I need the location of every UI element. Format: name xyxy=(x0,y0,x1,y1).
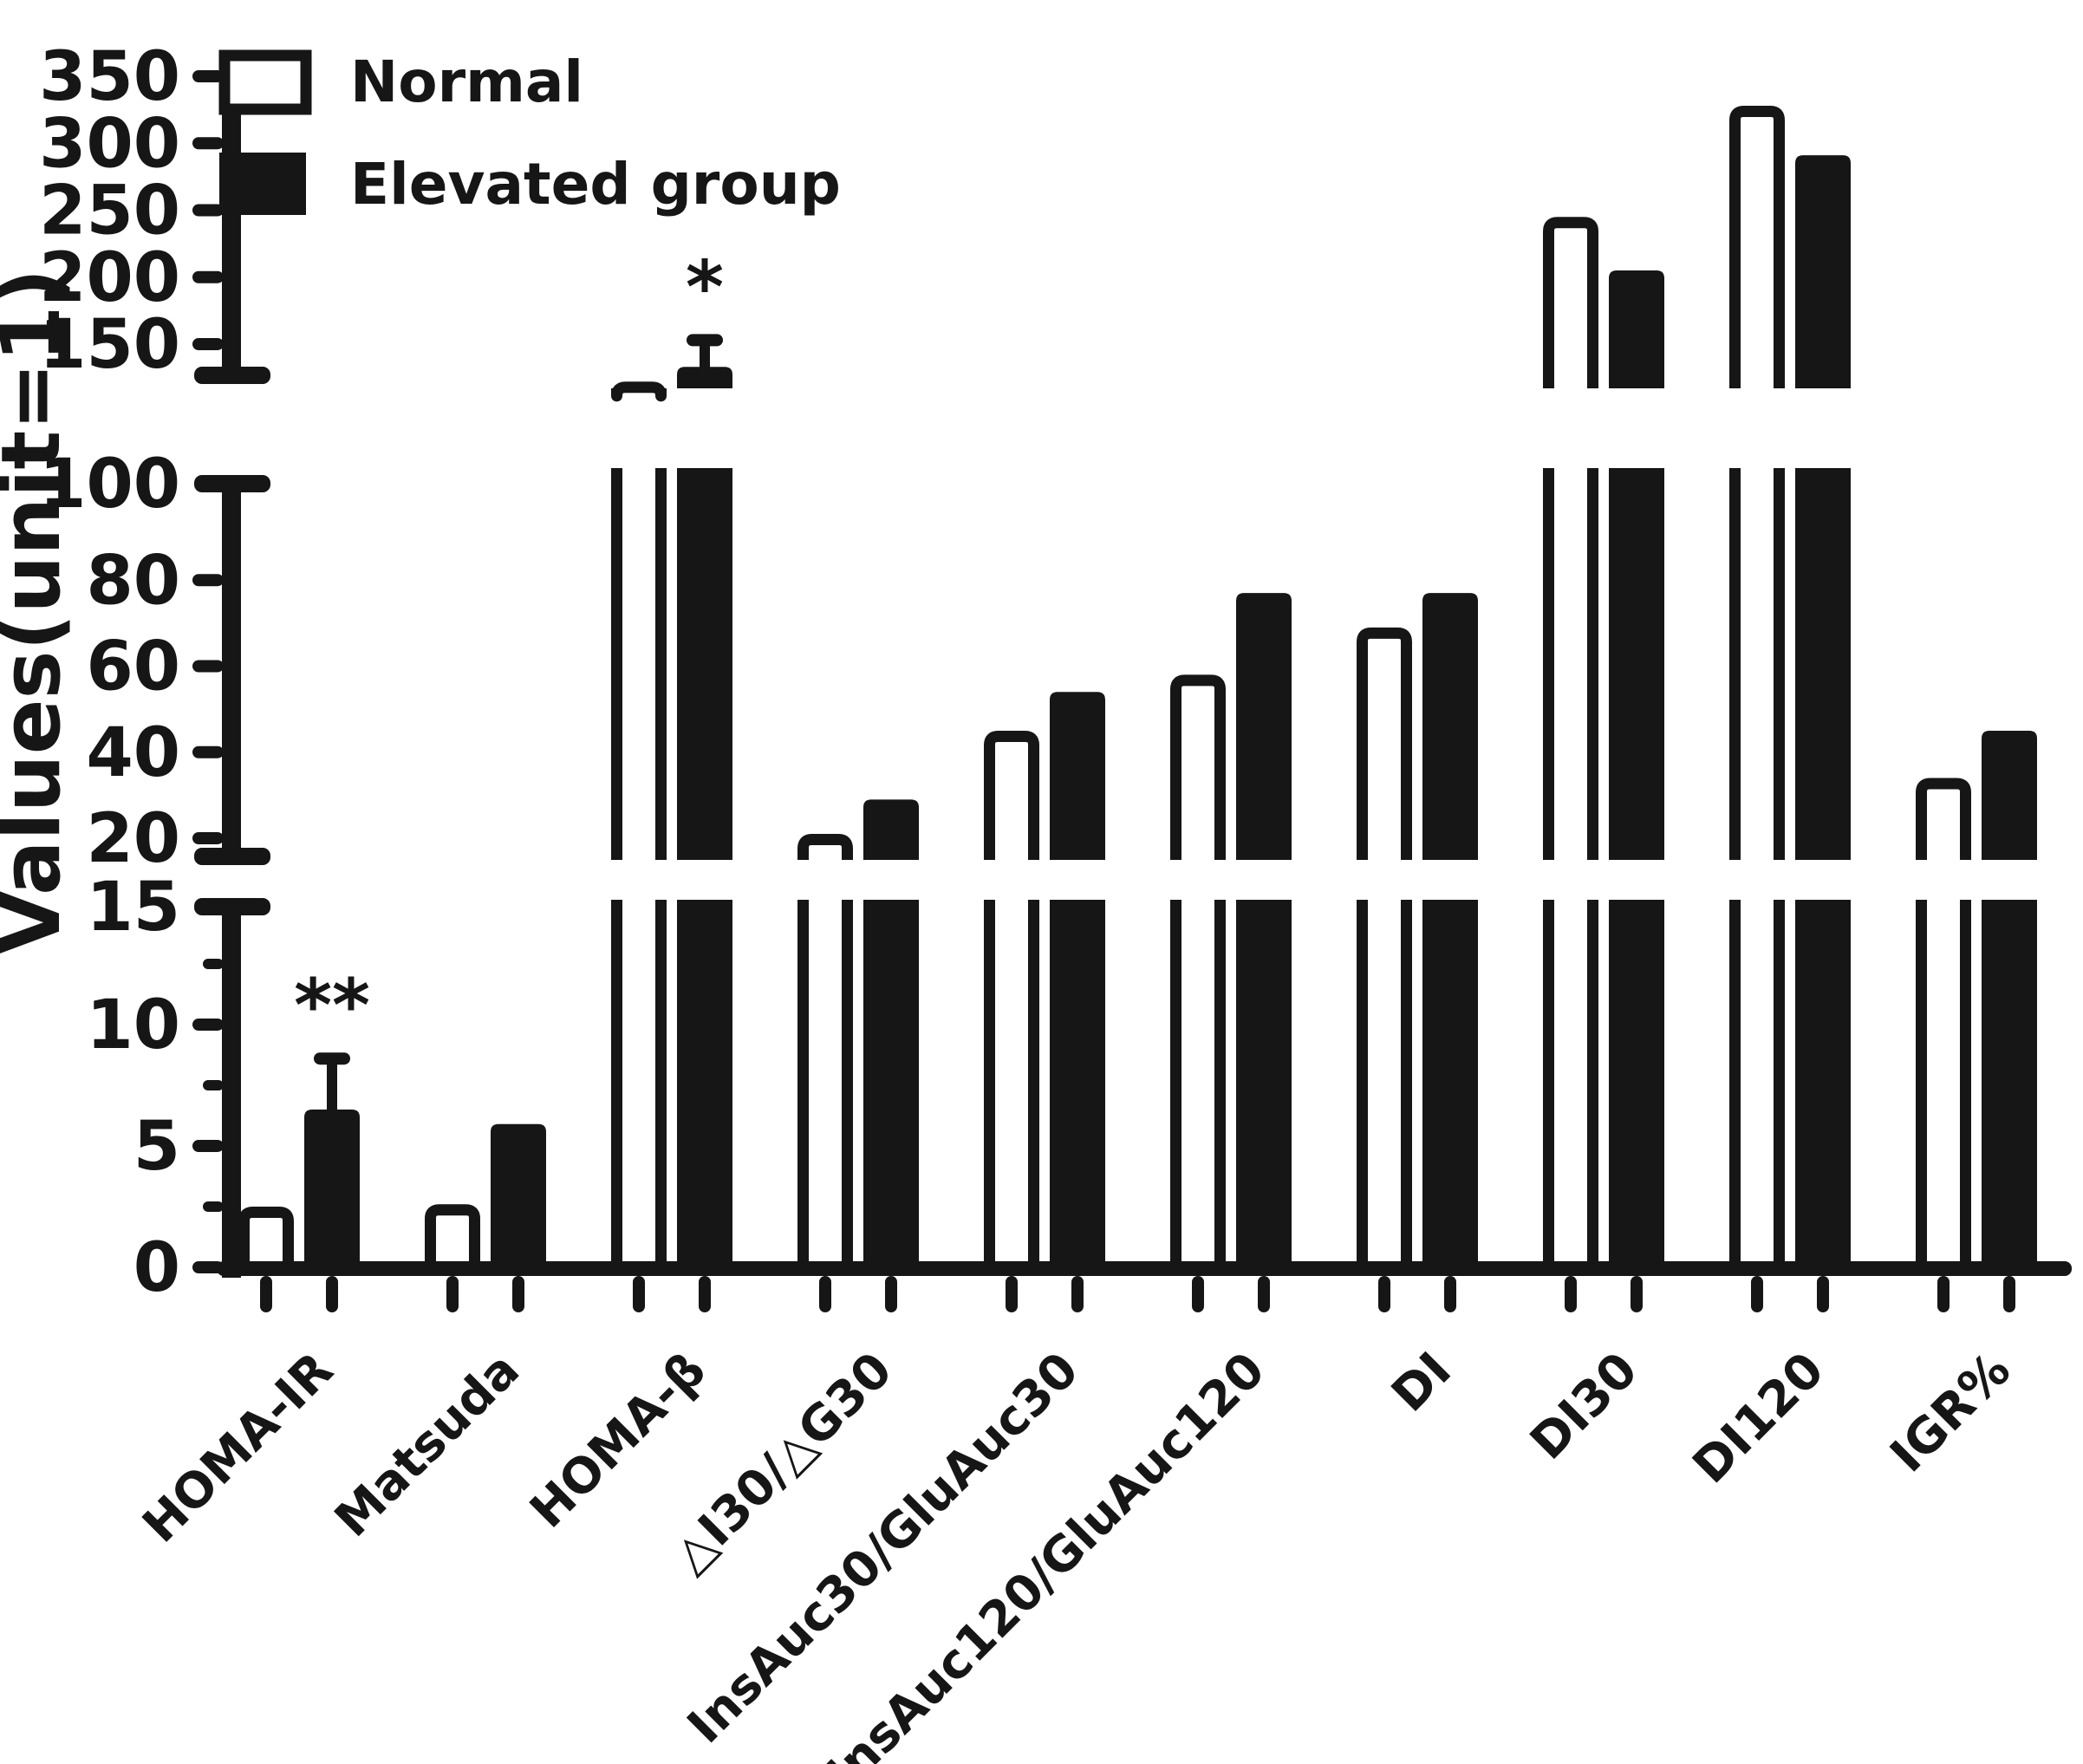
x-tick xyxy=(2003,1276,2015,1312)
x-tick xyxy=(1937,1276,1950,1312)
y-tick-label-100: 100 xyxy=(39,446,180,524)
y-tick-label-150: 150 xyxy=(39,306,180,384)
x-tick xyxy=(1006,1276,1018,1312)
significance-star-HOMA-β: * xyxy=(686,244,724,329)
y-tick-label-300: 300 xyxy=(39,105,180,183)
x-tick xyxy=(1444,1276,1456,1312)
bar-elevated-DI xyxy=(1422,593,1478,1274)
x-label-DI: DI xyxy=(1381,1342,1462,1423)
y-tick-label-15: 15 xyxy=(86,869,180,947)
y-tick-label-40: 40 xyxy=(86,714,180,792)
bar-group-Matsuda xyxy=(425,1123,546,1274)
x-category-labels: HOMA-IRMatsudaHOMA-β△I30/△G30InsAuc30/Gl… xyxy=(132,1342,2021,1764)
bar-normal-IGR% xyxy=(1916,778,1971,1274)
bar-group-HOMA-IR: ** xyxy=(238,963,370,1274)
bar-normal-DI30 xyxy=(1543,217,1598,1274)
x-tick xyxy=(633,1276,645,1312)
bar-elevated-InsAuc30/GluAuc30 xyxy=(1050,692,1105,1274)
x-tick xyxy=(819,1276,831,1312)
bar-normal-Matsuda xyxy=(425,1204,480,1274)
y-tick-label-5: 5 xyxy=(133,1108,180,1186)
x-label-InsAuc30/GluAuc30: InsAuc30/GluAuc30 xyxy=(677,1342,1090,1754)
bar-normal-InsAuc30/GluAuc30 xyxy=(984,730,1039,1274)
x-label-DI30: DI30 xyxy=(1520,1342,1649,1471)
bar-group-InsAuc120/GluAuc120 xyxy=(1170,593,1292,1274)
bar-group-DI30 xyxy=(1543,217,1664,1274)
legend-label-1: Elevated group xyxy=(350,151,841,218)
bar-group-DI120 xyxy=(1729,105,1851,1274)
bar-group-IGR% xyxy=(1916,730,2037,1274)
y-tick-label-200: 200 xyxy=(39,239,180,317)
x-tick xyxy=(699,1276,711,1312)
x-label-IGR%: IGR% xyxy=(1880,1342,2021,1483)
legend-swatch-open xyxy=(218,49,312,115)
x-tick xyxy=(446,1276,459,1312)
bar-elevated-Matsuda xyxy=(491,1123,546,1274)
bar-group-HOMA-β: * xyxy=(611,244,732,1274)
legend: Normal Elevated group xyxy=(218,49,841,218)
y-axis xyxy=(192,69,270,1278)
error-bar-HOMA-IR xyxy=(314,1052,350,1120)
bar-elevated-IGR% xyxy=(1982,730,2037,1274)
x-tick xyxy=(512,1276,524,1312)
x-tick xyxy=(885,1276,897,1312)
bar-elevated-InsAuc120/GluAuc120 xyxy=(1236,593,1292,1274)
y-axis-title: Values(unit=1) xyxy=(0,269,79,954)
y-tick-label-20: 20 xyxy=(86,800,180,878)
bar-normal-DI xyxy=(1357,627,1412,1274)
bar-normal-InsAuc120/GluAuc120 xyxy=(1170,674,1226,1274)
bar-normal-DI120 xyxy=(1729,105,1785,1274)
y-tick-label-250: 250 xyxy=(39,172,180,251)
x-tick xyxy=(1192,1276,1204,1312)
x-tick xyxy=(1565,1276,1577,1312)
legend-swatch-filled xyxy=(219,153,306,215)
y-tick-label-60: 60 xyxy=(86,628,180,706)
x-tick xyxy=(1378,1276,1390,1312)
bar-group-△I30/△G30 xyxy=(797,799,919,1274)
y-tick-label-350: 350 xyxy=(39,38,180,116)
y-tick-label-0: 0 xyxy=(133,1229,180,1307)
x-tick xyxy=(1071,1276,1084,1312)
x-tick xyxy=(1751,1276,1763,1312)
bar-normal-△I30/△G30 xyxy=(797,834,853,1274)
y-tick-label-10: 10 xyxy=(86,986,180,1064)
x-label-HOMA-IR: HOMA-IR xyxy=(132,1342,343,1553)
bar-elevated-DI30 xyxy=(1609,270,1664,1274)
bar-elevated-△I30/△G30 xyxy=(863,799,919,1274)
x-label-Matsuda: Matsuda xyxy=(324,1342,531,1548)
legend-label-0: Normal xyxy=(350,49,583,115)
x-label-DI120: DI120 xyxy=(1683,1342,1835,1494)
significance-star-HOMA-IR: ** xyxy=(294,963,370,1048)
bar-group-InsAuc30/GluAuc30 xyxy=(984,692,1105,1274)
x-tick xyxy=(1631,1276,1643,1312)
bar-elevated-DI120 xyxy=(1795,155,1851,1274)
x-axis xyxy=(217,1261,2072,1312)
bar-elevated-HOMA-IR xyxy=(304,1110,360,1274)
y-tick-label-80: 80 xyxy=(86,542,180,620)
bar-normal-HOMA-IR xyxy=(238,1207,294,1274)
bar-normal-HOMA-β xyxy=(611,381,667,1274)
bar-elevated-HOMA-β xyxy=(677,367,732,1274)
x-label-HOMA-β: HOMA-β xyxy=(519,1342,717,1539)
x-tick xyxy=(260,1276,272,1312)
x-tick xyxy=(1817,1276,1829,1312)
x-tick xyxy=(326,1276,338,1312)
x-tick xyxy=(1258,1276,1270,1312)
bar-group-DI xyxy=(1357,593,1478,1274)
